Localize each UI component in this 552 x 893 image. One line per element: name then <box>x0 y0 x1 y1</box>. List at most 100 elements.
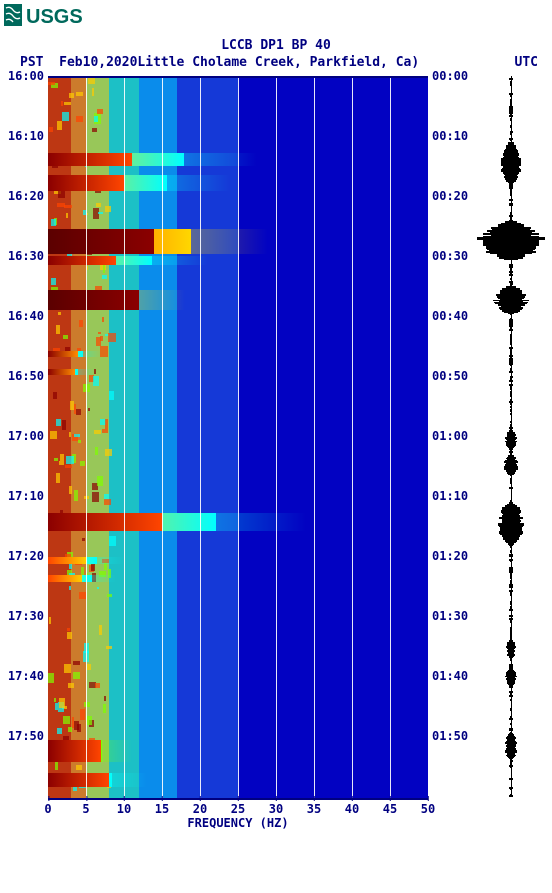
noise-speck <box>73 661 80 666</box>
noise-speck <box>76 409 81 415</box>
wf-noise <box>510 391 512 393</box>
noise-speck <box>108 333 115 342</box>
noise-speck <box>76 116 84 122</box>
wf-noise <box>510 573 513 575</box>
noise-speck <box>64 102 71 106</box>
noise-speck <box>48 673 54 683</box>
wf-noise <box>510 83 511 85</box>
noise-speck <box>102 317 105 322</box>
chart-title: LCCB DP1 BP 40 <box>4 38 548 55</box>
noise-speck <box>51 219 56 225</box>
noise-speck <box>100 346 108 356</box>
gridline-vertical <box>162 78 163 798</box>
noise-speck <box>78 440 81 443</box>
wf-noise <box>509 274 513 276</box>
noise-speck <box>102 275 107 279</box>
wf-noise <box>509 567 512 569</box>
noise-speck <box>105 449 112 456</box>
wf-noise <box>510 692 513 694</box>
seismic-event-core <box>48 256 116 265</box>
noise-speck <box>79 592 85 599</box>
x-tick: 40 <box>345 802 359 816</box>
noise-speck <box>94 430 101 434</box>
wf-noise <box>509 347 513 349</box>
x-tick: 50 <box>421 802 435 816</box>
noise-speck <box>57 203 65 207</box>
noise-speck <box>88 408 90 411</box>
y-tick-right: 01:50 <box>432 729 468 743</box>
noise-speck <box>53 392 57 399</box>
usgs-logo: USGS <box>4 4 548 30</box>
noise-speck <box>107 594 112 597</box>
wf-noise <box>509 358 513 360</box>
y-tick-left: 16:20 <box>8 189 44 203</box>
seismic-event-core <box>48 153 132 166</box>
noise-speck <box>94 116 98 122</box>
wf-noise <box>509 271 512 273</box>
wf-noise <box>509 106 512 108</box>
chart-subtitle: PST Feb10,2020Little Cholame Creek, Park… <box>4 55 548 70</box>
wf-noise <box>509 329 512 331</box>
noise-speck <box>69 93 75 98</box>
y-tick-left: 17:50 <box>8 729 44 743</box>
seismic-event-core <box>48 557 86 564</box>
y-tick-left: 17:40 <box>8 669 44 683</box>
noise-speck <box>73 672 80 680</box>
wf-noise <box>510 723 511 725</box>
wf-noise <box>510 601 512 603</box>
wf-noise <box>509 185 512 187</box>
seismic-event-core <box>48 740 101 762</box>
noise-speck <box>66 456 73 464</box>
x-tick: 20 <box>193 802 207 816</box>
wf-noise <box>510 787 511 789</box>
noise-speck <box>58 312 61 316</box>
noise-speck <box>74 721 78 729</box>
logo-text: USGS <box>26 6 83 28</box>
noise-speck <box>105 206 111 212</box>
y-tick-right: 00:20 <box>432 189 468 203</box>
wf-noise <box>510 327 512 329</box>
seismic-event-core <box>48 351 78 357</box>
left-tz-label: PST Feb10,2020Little Cholame Creek, Park… <box>20 55 419 70</box>
y-tick-left: 16:10 <box>8 129 44 143</box>
y-tick-left: 17:30 <box>8 609 44 623</box>
wf-noise <box>509 664 512 666</box>
wf-noise <box>509 795 512 797</box>
wf-noise <box>510 139 512 141</box>
noise-speck <box>97 476 103 486</box>
noise-speck <box>56 473 59 483</box>
noise-speck <box>76 765 81 770</box>
wf-event <box>510 449 512 450</box>
wf-noise <box>510 635 513 637</box>
noise-speck <box>62 420 66 430</box>
noise-speck <box>60 454 64 461</box>
y-tick-left: 16:40 <box>8 309 44 323</box>
wf-noise <box>510 95 512 97</box>
wf-noise <box>510 482 512 484</box>
y-tick-right: 00:50 <box>432 369 468 383</box>
noise-speck <box>63 335 68 339</box>
wf-noise <box>510 131 513 133</box>
spectrogram-plot <box>48 76 428 800</box>
noise-speck <box>54 698 56 702</box>
noise-speck <box>63 716 70 724</box>
wf-noise <box>510 343 513 345</box>
noise-speck <box>67 628 70 631</box>
y-tick-left: 16:30 <box>8 249 44 263</box>
wf-noise <box>510 766 512 768</box>
noise-speck <box>56 325 60 334</box>
y-tick-right: 01:10 <box>432 489 468 503</box>
noise-speck <box>76 92 83 95</box>
noise-speck <box>80 461 85 465</box>
noise-speck <box>79 320 83 327</box>
seismic-event-core <box>48 575 82 582</box>
y-tick-right: 01:40 <box>432 669 468 683</box>
y-tick-right: 00:10 <box>432 129 468 143</box>
x-tick: 10 <box>117 802 131 816</box>
y-tick-left: 17:20 <box>8 549 44 563</box>
noise-speck <box>63 736 69 740</box>
wf-noise <box>510 409 512 411</box>
y-tick-right: 00:00 <box>432 69 468 83</box>
wf-noise <box>510 402 512 404</box>
y-tick-left: 16:50 <box>8 369 44 383</box>
